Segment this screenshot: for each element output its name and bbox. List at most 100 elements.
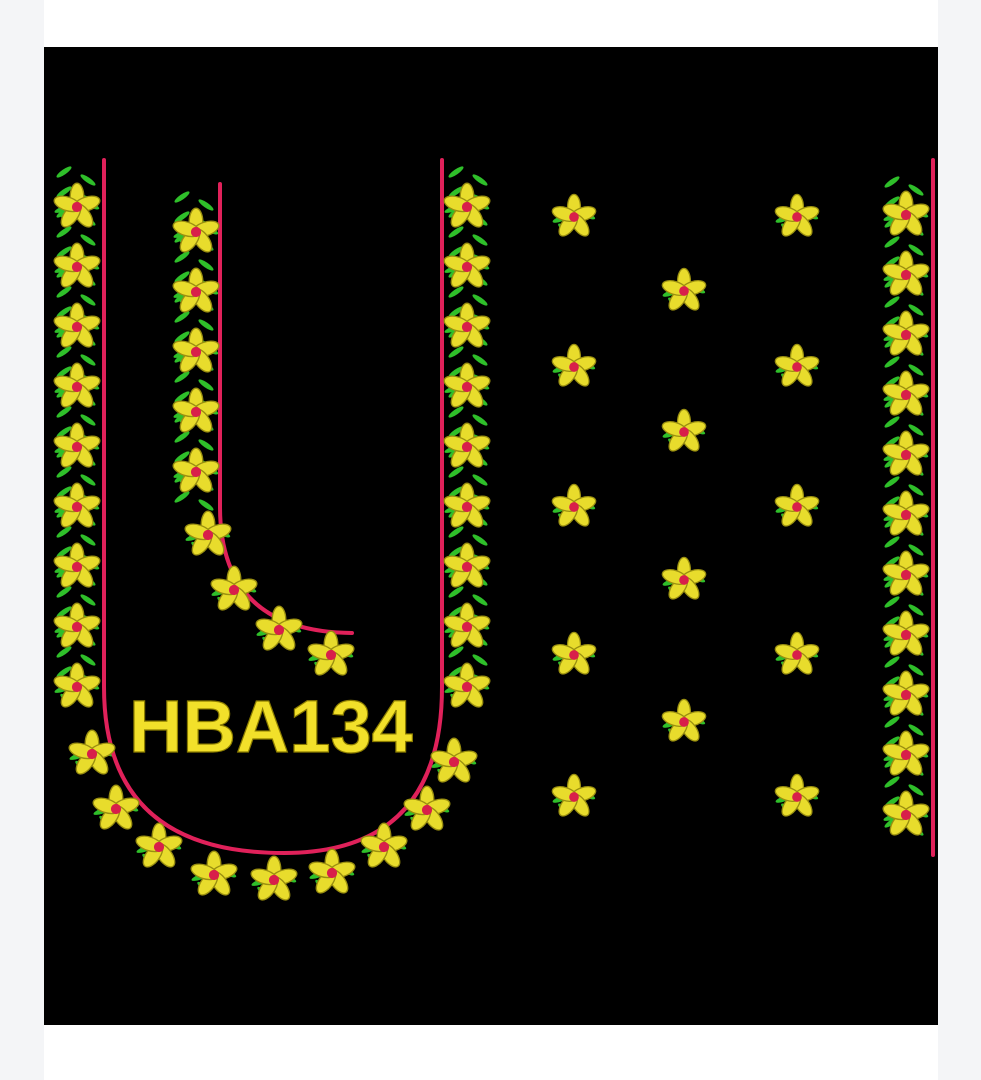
flower-motif-icon: [772, 343, 822, 390]
leaf-icon: [448, 466, 464, 478]
flower-motif-icon: [549, 773, 599, 820]
leaf-icon: [174, 211, 190, 223]
leaf-icon: [448, 186, 464, 198]
leaf-icon: [174, 191, 190, 203]
leaf-icon: [448, 646, 464, 658]
flower-motif-icon: [170, 447, 222, 497]
flower-motif-icon: [880, 790, 932, 840]
leaf-icon: [174, 451, 190, 463]
flower-motif-icon: [549, 193, 599, 240]
design-code-label: HBA134: [129, 685, 413, 768]
leaf-icon: [448, 586, 464, 598]
leaf-icon: [472, 594, 488, 606]
leaf-icon: [448, 306, 464, 318]
leaf-icon: [884, 236, 900, 248]
flower-motif-icon: [659, 556, 709, 603]
leaf-icon: [80, 234, 96, 246]
leaf-icon: [448, 166, 464, 178]
leaf-icon: [174, 491, 190, 503]
leaf-icon: [174, 331, 190, 343]
flower-motif-icon: [880, 730, 932, 780]
embroidery-artwork: HBA134: [51, 158, 935, 905]
leaf-icon: [56, 226, 72, 238]
flower-motif-icon: [772, 483, 822, 530]
leaf-icon: [56, 286, 72, 298]
leaf-icon: [80, 594, 96, 606]
leaf-icon: [198, 439, 214, 451]
leaf-icon: [80, 354, 96, 366]
flower-motif-icon: [305, 630, 357, 680]
leaf-icon: [56, 306, 72, 318]
leaf-icon: [884, 476, 900, 488]
leaf-icon: [56, 246, 72, 258]
leaf-icon: [448, 426, 464, 438]
leaf-icon: [198, 319, 214, 331]
flower-motif-icon: [170, 267, 222, 317]
leaf-icon: [174, 431, 190, 443]
flower-motif-icon: [549, 343, 599, 390]
flower-motif-icon: [51, 662, 103, 712]
leaf-icon: [174, 311, 190, 323]
leaf-icon: [198, 259, 214, 271]
leaf-icon: [908, 724, 924, 736]
leaf-icon: [56, 346, 72, 358]
leaf-icon: [908, 664, 924, 676]
flower-motifs: [51, 182, 932, 905]
leaf-icon: [908, 184, 924, 196]
leaf-icon: [80, 174, 96, 186]
leaf-icon: [198, 199, 214, 211]
flower-motif-icon: [401, 785, 453, 835]
right-margin: [938, 0, 981, 1080]
left-margin: [0, 0, 44, 1080]
leaf-icon: [908, 784, 924, 796]
neckline-trim-inner: [218, 182, 354, 635]
leaf-icon: [56, 646, 72, 658]
leaf-icon: [56, 366, 72, 378]
flower-motif-icon: [880, 550, 932, 600]
flower-motif-icon: [170, 387, 222, 437]
flower-motif-icon: [880, 190, 932, 240]
leaf-icon: [448, 546, 464, 558]
flower-motif-icon: [772, 193, 822, 240]
leaf-icon: [56, 526, 72, 538]
leaf-icon: [908, 364, 924, 376]
leaf-icon: [472, 294, 488, 306]
leaf-icon: [56, 486, 72, 498]
leaf-icon: [56, 666, 72, 678]
leaf-icon: [80, 534, 96, 546]
flower-motif-icon: [306, 848, 358, 898]
leaf-icon: [80, 294, 96, 306]
leaf-icon: [472, 474, 488, 486]
leaf-icon: [56, 166, 72, 178]
flower-motif-icon: [549, 631, 599, 678]
leaf-icon: [80, 474, 96, 486]
leaf-icon: [56, 586, 72, 598]
flower-motif-icon: [358, 822, 410, 872]
leaf-icon: [448, 406, 464, 418]
leaf-icon: [884, 776, 900, 788]
leaf-icon: [908, 544, 924, 556]
embroidery-canvas: HBA134: [44, 47, 938, 1025]
leaf-icon: [472, 234, 488, 246]
neckline-trim-outer: [102, 158, 444, 856]
flower-motif-icon: [659, 408, 709, 455]
leaf-icon: [448, 346, 464, 358]
flower-motif-icon: [549, 483, 599, 530]
flower-motif-icon: [188, 850, 240, 900]
leaf-icon: [908, 484, 924, 496]
leaf-icon: [448, 286, 464, 298]
leaf-icon: [56, 406, 72, 418]
leaf-icon: [908, 304, 924, 316]
leaf-icon: [448, 486, 464, 498]
leaf-icon: [908, 604, 924, 616]
flower-motif-icon: [208, 565, 260, 615]
flower-motif-icon: [880, 250, 932, 300]
leaf-icon: [884, 716, 900, 728]
leaf-icon: [908, 244, 924, 256]
flower-motif-icon: [880, 310, 932, 360]
leaf-icon: [198, 379, 214, 391]
leaf-icon: [56, 466, 72, 478]
leaf-icon: [448, 606, 464, 618]
leaf-icon: [174, 391, 190, 403]
flower-motif-icon: [772, 631, 822, 678]
